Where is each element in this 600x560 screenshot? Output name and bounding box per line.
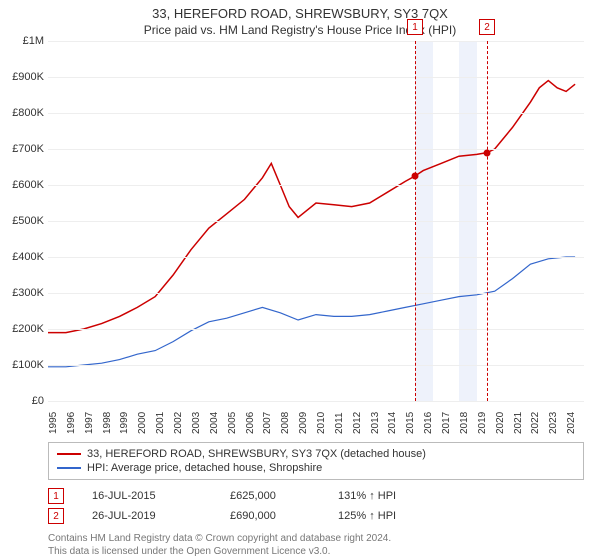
x-tick-label: 2012 bbox=[352, 412, 363, 434]
chart-plot-area: £0£100K£200K£300K£400K£500K£600K£700K£80… bbox=[48, 41, 584, 402]
x-tick-label: 2002 bbox=[173, 412, 184, 434]
gridline bbox=[48, 293, 584, 294]
x-tick-label: 2008 bbox=[280, 412, 291, 434]
sale-vline bbox=[415, 41, 416, 401]
x-tick-label: 2010 bbox=[316, 412, 327, 434]
gridline bbox=[48, 365, 584, 366]
y-tick-label: £0 bbox=[2, 395, 44, 407]
sale-pct: 131% ↑ HPI bbox=[338, 490, 438, 502]
sale-date: 16-JUL-2015 bbox=[92, 490, 202, 502]
gridline bbox=[48, 149, 584, 150]
x-tick-label: 2007 bbox=[262, 412, 273, 434]
x-tick-label: 2015 bbox=[405, 412, 416, 434]
gridline bbox=[48, 113, 584, 114]
x-tick-label: 2019 bbox=[477, 412, 488, 434]
license-line-2: This data is licensed under the Open Gov… bbox=[48, 545, 584, 558]
y-tick-label: £1M bbox=[2, 35, 44, 47]
x-tick-label: 2000 bbox=[137, 412, 148, 434]
x-tick-label: 1998 bbox=[102, 412, 113, 434]
x-tick-label: 2018 bbox=[459, 412, 470, 434]
sale-marker-box: 2 bbox=[479, 19, 495, 35]
x-tick-label: 1997 bbox=[84, 412, 95, 434]
license-line-1: Contains HM Land Registry data © Crown c… bbox=[48, 532, 584, 545]
x-tick-label: 2005 bbox=[227, 412, 238, 434]
legend-label: HPI: Average price, detached house, Shro… bbox=[87, 462, 322, 474]
sale-row: 2 26-JUL-2019 £690,000 125% ↑ HPI bbox=[48, 506, 584, 526]
y-tick-label: £400K bbox=[2, 251, 44, 263]
y-tick-label: £200K bbox=[2, 323, 44, 335]
sale-date: 26-JUL-2019 bbox=[92, 510, 202, 522]
x-tick-label: 1996 bbox=[66, 412, 77, 434]
series-line bbox=[48, 81, 575, 333]
y-tick-label: £500K bbox=[2, 215, 44, 227]
sale-marker-box: 1 bbox=[407, 19, 423, 35]
x-tick-label: 2016 bbox=[423, 412, 434, 434]
gridline bbox=[48, 41, 584, 42]
gridline bbox=[48, 221, 584, 222]
y-tick-label: £700K bbox=[2, 143, 44, 155]
x-tick-label: 2024 bbox=[566, 412, 577, 434]
x-tick-label: 2006 bbox=[245, 412, 256, 434]
x-tick-label: 2014 bbox=[387, 412, 398, 434]
sales-table: 1 16-JUL-2015 £625,000 131% ↑ HPI 2 26-JUL-20… bbox=[48, 486, 584, 526]
x-tick-label: 2003 bbox=[191, 412, 202, 434]
x-tick-label: 2009 bbox=[298, 412, 309, 434]
gridline bbox=[48, 77, 584, 78]
y-tick-label: £800K bbox=[2, 107, 44, 119]
sale-price: £690,000 bbox=[230, 510, 310, 522]
y-tick-label: £300K bbox=[2, 287, 44, 299]
sale-marker: 2 bbox=[48, 508, 64, 524]
gridline bbox=[48, 185, 584, 186]
x-tick-label: 2021 bbox=[513, 412, 524, 434]
y-tick-label: £600K bbox=[2, 179, 44, 191]
x-tick-label: 1999 bbox=[119, 412, 130, 434]
x-tick-label: 2023 bbox=[548, 412, 559, 434]
x-tick-label: 2022 bbox=[530, 412, 541, 434]
x-tick-label: 2011 bbox=[334, 412, 345, 434]
sale-dot bbox=[483, 149, 490, 156]
license-text: Contains HM Land Registry data © Crown c… bbox=[48, 532, 584, 558]
sale-price: £625,000 bbox=[230, 490, 310, 502]
sale-dot bbox=[411, 173, 418, 180]
gridline bbox=[48, 401, 584, 402]
sale-vline bbox=[487, 41, 488, 401]
sale-pct: 125% ↑ HPI bbox=[338, 510, 438, 522]
x-tick-label: 2004 bbox=[209, 412, 220, 434]
legend-swatch bbox=[57, 467, 81, 469]
legend-swatch bbox=[57, 453, 81, 455]
gridline bbox=[48, 257, 584, 258]
legend-item: 33, HEREFORD ROAD, SHREWSBURY, SY3 7QX (… bbox=[57, 447, 575, 461]
sale-row: 1 16-JUL-2015 £625,000 131% ↑ HPI bbox=[48, 486, 584, 506]
legend: 33, HEREFORD ROAD, SHREWSBURY, SY3 7QX (… bbox=[48, 442, 584, 480]
chart-title: 33, HEREFORD ROAD, SHREWSBURY, SY3 7QX bbox=[0, 0, 600, 21]
x-tick-label: 2001 bbox=[155, 412, 166, 434]
gridline bbox=[48, 329, 584, 330]
y-tick-label: £900K bbox=[2, 71, 44, 83]
legend-label: 33, HEREFORD ROAD, SHREWSBURY, SY3 7QX (… bbox=[87, 448, 426, 460]
legend-item: HPI: Average price, detached house, Shro… bbox=[57, 461, 575, 475]
y-tick-label: £100K bbox=[2, 359, 44, 371]
x-tick-label: 1995 bbox=[48, 412, 59, 434]
chart-subtitle: Price paid vs. HM Land Registry's House … bbox=[0, 21, 600, 41]
x-tick-label: 2017 bbox=[441, 412, 452, 434]
x-tick-label: 2013 bbox=[370, 412, 381, 434]
x-tick-label: 2020 bbox=[495, 412, 506, 434]
sale-marker: 1 bbox=[48, 488, 64, 504]
